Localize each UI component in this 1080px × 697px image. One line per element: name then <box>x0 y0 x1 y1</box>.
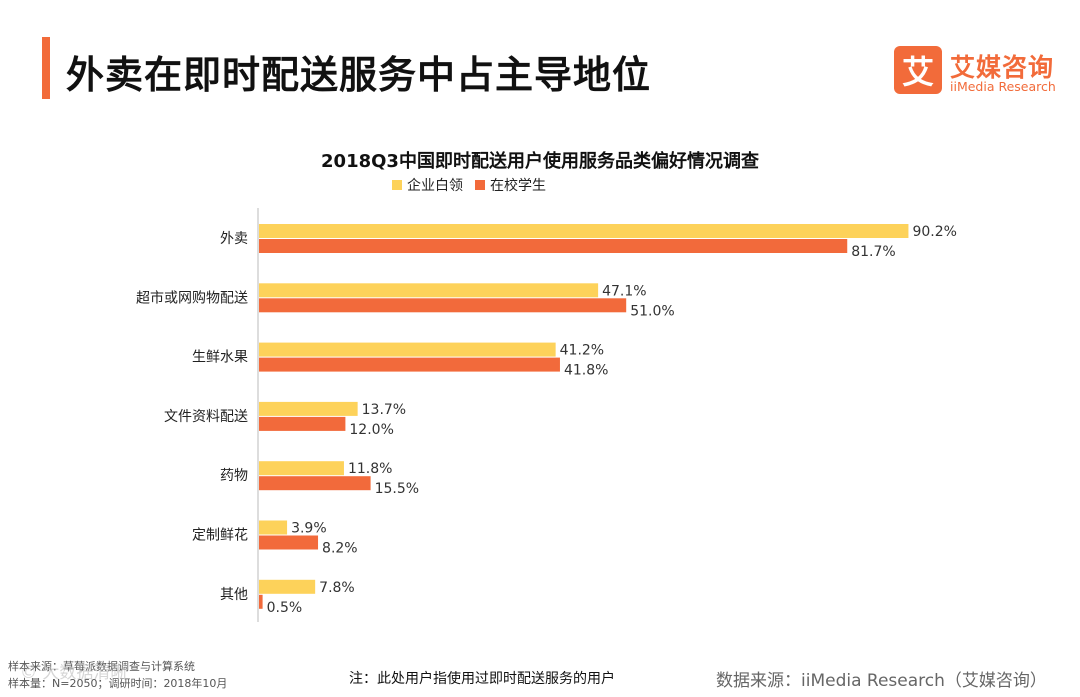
bar-chart: 外卖 90.2% 81.7% 超市或网购物配送 47.1% 51.0% 生鲜水果 41.2% 4… <box>136 208 957 622</box>
category-label: 定制鲜花 <box>192 528 248 544</box>
data-label: 0.5% <box>267 600 303 616</box>
bar-white-collar <box>259 224 909 238</box>
data-label: 11.8% <box>348 461 392 477</box>
bar-students <box>259 357 560 372</box>
data-label: 51.0% <box>630 303 674 319</box>
category-label: 外卖 <box>220 231 248 247</box>
bar-students <box>259 239 848 253</box>
bar-white-collar <box>259 342 556 357</box>
category-label: 药物 <box>220 468 248 484</box>
category-label: 超市或网购物配送 <box>136 289 248 306</box>
data-label: 3.9% <box>291 521 327 537</box>
data-label: 47.1% <box>602 283 646 299</box>
data-label: 90.2% <box>912 224 956 240</box>
category-label: 文件资料配送 <box>164 409 248 425</box>
legend-label-white-collar: 企业白领 <box>407 178 463 194</box>
bar-white-collar <box>259 283 599 298</box>
sample-size: 样本量：N=2050；调研时间：2018年10月 <box>8 677 228 690</box>
data-label: 41.8% <box>564 363 608 379</box>
data-label: 81.7% <box>851 244 895 260</box>
bar-white-collar <box>259 579 316 594</box>
legend-item-white-collar: 企业白领 <box>392 175 463 195</box>
watermark: © 大数据清晰 <box>20 663 128 683</box>
logo-mark-icon: 艾 <box>894 46 942 94</box>
data-label: 7.8% <box>319 580 355 596</box>
bar-students <box>259 416 346 431</box>
category-label: 生鲜水果 <box>192 350 248 366</box>
data-label: 41.2% <box>560 343 604 359</box>
chart-legend: 企业白领 在校学生 <box>392 176 558 194</box>
logo-name-en: iiMedia Research <box>950 79 1056 94</box>
data-source: 数据来源：iiMedia Research（艾媒咨询） <box>716 671 1047 691</box>
logo-name-cn: 艾媒咨询 <box>950 53 1055 82</box>
footer-note: 注：此处用户指使用过即时配送服务的用户 <box>349 671 615 687</box>
legend-swatch-students <box>475 180 485 190</box>
category-label: 其他 <box>220 587 248 603</box>
legend-label-students: 在校学生 <box>490 178 546 194</box>
data-label: 13.7% <box>362 402 406 418</box>
legend-item-students: 在校学生 <box>475 175 546 195</box>
title-accent-bar <box>42 37 50 99</box>
data-label: 8.2% <box>322 541 358 557</box>
brand-logo: 艾 艾媒咨询 iiMedia Research <box>894 46 1066 98</box>
data-label: 12.0% <box>349 422 393 438</box>
bar-white-collar <box>259 461 344 476</box>
data-label: 15.5% <box>375 481 419 497</box>
bar-students <box>259 594 263 609</box>
sample-source: 样本来源：草莓派数据调查与计算系统 <box>8 660 195 673</box>
page-title: 外卖在即时配送服务中占主导地位 <box>66 53 652 97</box>
bar-white-collar <box>259 520 288 535</box>
bar-students <box>259 476 371 491</box>
bar-white-collar <box>259 401 358 416</box>
bar-students <box>259 298 627 313</box>
chart-title: 2018Q3中国即时配送用户使用服务品类偏好情况调查 <box>321 151 759 172</box>
legend-swatch-white-collar <box>392 180 402 190</box>
bar-students <box>259 535 319 550</box>
sample-info: 样本来源：草莓派数据调查与计算系统 样本量：N=2050；调研时间：2018年1… <box>8 658 227 692</box>
